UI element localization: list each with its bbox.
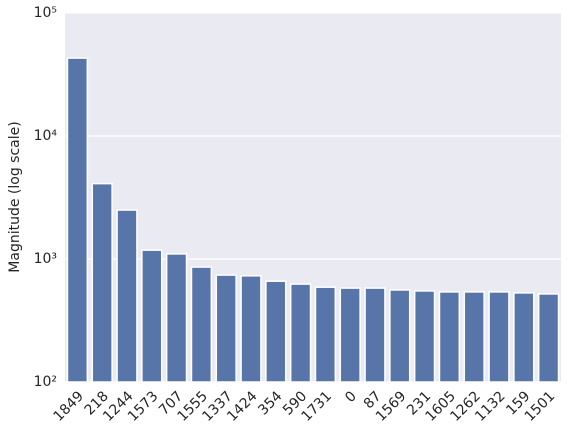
bar: [339, 287, 361, 383]
bar: [91, 182, 113, 383]
x-tick-label: 354: [255, 388, 285, 418]
bar: [240, 275, 262, 383]
bar: [265, 280, 287, 383]
y-tick-label: 10⁵: [34, 5, 57, 21]
bar: [389, 289, 411, 383]
x-tick-label: 0: [342, 388, 360, 406]
bar: [537, 293, 560, 383]
bar: [190, 266, 213, 383]
bar: [215, 274, 237, 383]
y-tick-label: 10⁴: [34, 128, 58, 144]
bar: [513, 292, 535, 383]
y-tick-label: 10²: [34, 374, 57, 390]
bar: [141, 249, 163, 383]
bar: [165, 253, 188, 383]
bar: [314, 286, 337, 383]
bar: [116, 209, 138, 383]
y-axis-label: Magnitude (log scale): [7, 121, 23, 272]
plot-background: [65, 13, 561, 382]
y-tick-label: 10³: [34, 251, 57, 267]
bar: [463, 291, 485, 383]
bar: [364, 287, 386, 383]
bar: [488, 291, 510, 383]
bar: [438, 291, 461, 383]
bar: [413, 290, 436, 383]
bar: [289, 283, 312, 383]
bar: [66, 57, 89, 383]
